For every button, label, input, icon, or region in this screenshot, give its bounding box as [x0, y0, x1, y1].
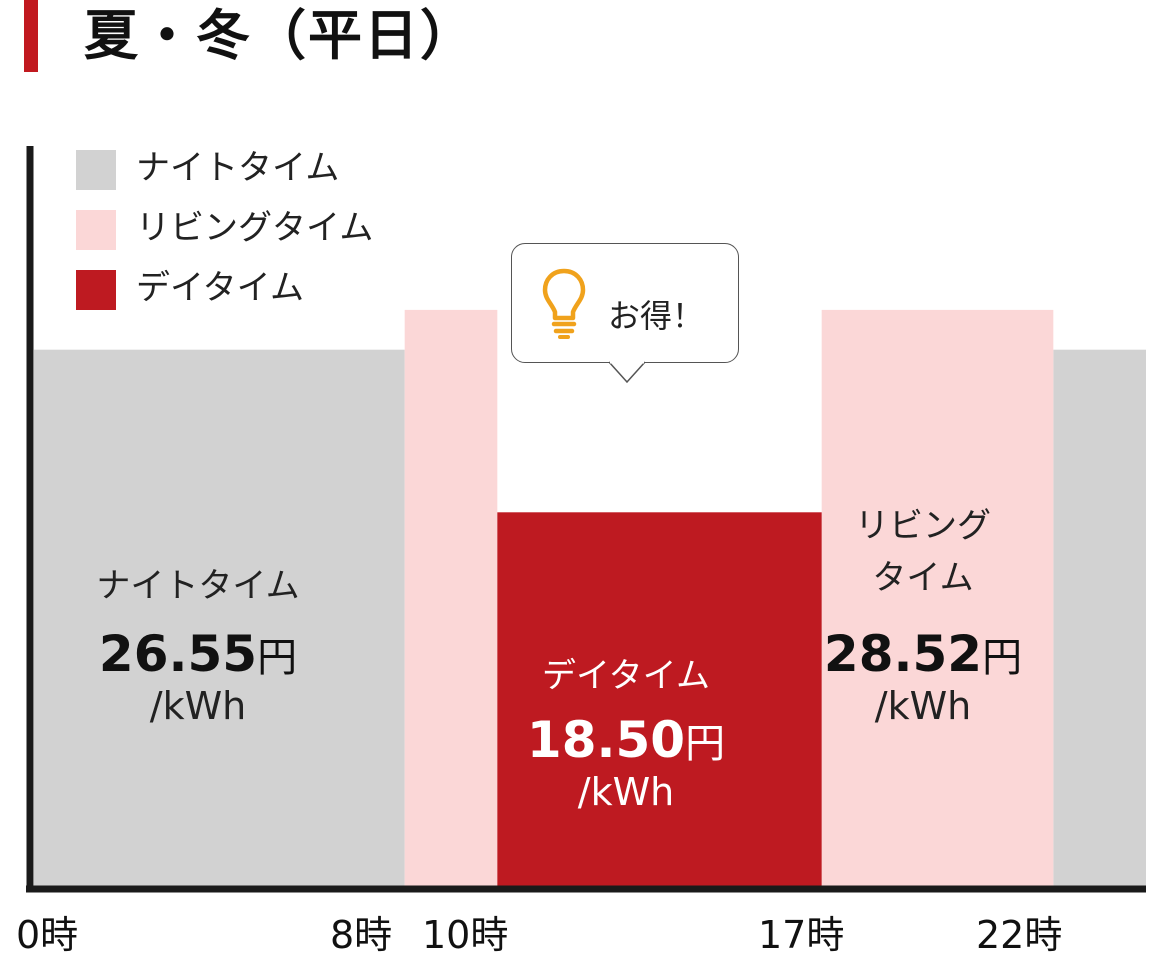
- night-band-price: 26.55円: [34, 626, 362, 686]
- bar-day-0: [497, 512, 822, 886]
- legend-label-night: ナイトタイム: [136, 148, 340, 188]
- night-band-unit: /kWh: [149, 684, 247, 728]
- bar-living-1: [821, 309, 1054, 886]
- x-tick-10: 10時: [422, 913, 509, 957]
- day-band-price: 18.50円: [454, 712, 798, 772]
- legend-label-living: リビングタイム: [136, 208, 374, 248]
- day-band-unit: /kWh: [577, 770, 675, 814]
- living-price-yen: 円: [982, 635, 1023, 681]
- callout-text: お得！: [608, 297, 705, 335]
- x-tick-0: 0時: [16, 913, 79, 957]
- living-band-price: 28.52円: [798, 626, 1048, 686]
- living-band-name-line2: タイム: [872, 558, 974, 598]
- legend-swatch-day: [76, 270, 116, 310]
- legend-swatch-night: [76, 150, 116, 190]
- day-band-name: デイタイム: [542, 656, 710, 696]
- chart-bars: [34, 309, 1146, 886]
- night-price-yen: 円: [257, 635, 298, 681]
- living-band-name-line1: リビング: [855, 506, 991, 546]
- day-price-value: 18.50: [526, 711, 686, 769]
- legend-swatch-living: [76, 210, 116, 250]
- page-title: 夏・冬（平日）: [84, 4, 476, 67]
- night-price-value: 26.55: [98, 625, 258, 683]
- savings-callout: お得！: [511, 243, 739, 363]
- day-price-yen: 円: [685, 721, 726, 767]
- bar-living-0: [404, 309, 498, 886]
- title-accent-bar: [24, 0, 38, 72]
- living-price-value: 28.52: [823, 625, 983, 683]
- x-tick-22: 22時: [976, 913, 1063, 957]
- night-band-name: ナイトタイム: [96, 566, 300, 606]
- lightbulb-icon: [542, 268, 586, 339]
- callout-tail: [608, 361, 646, 384]
- legend-label-day: デイタイム: [136, 268, 304, 308]
- living-band-unit: /kWh: [874, 684, 972, 728]
- bar-night-1: [1053, 349, 1146, 886]
- bar-night-0: [34, 349, 405, 886]
- x-tick-8: 8時: [330, 913, 393, 957]
- x-tick-17: 17時: [758, 913, 845, 957]
